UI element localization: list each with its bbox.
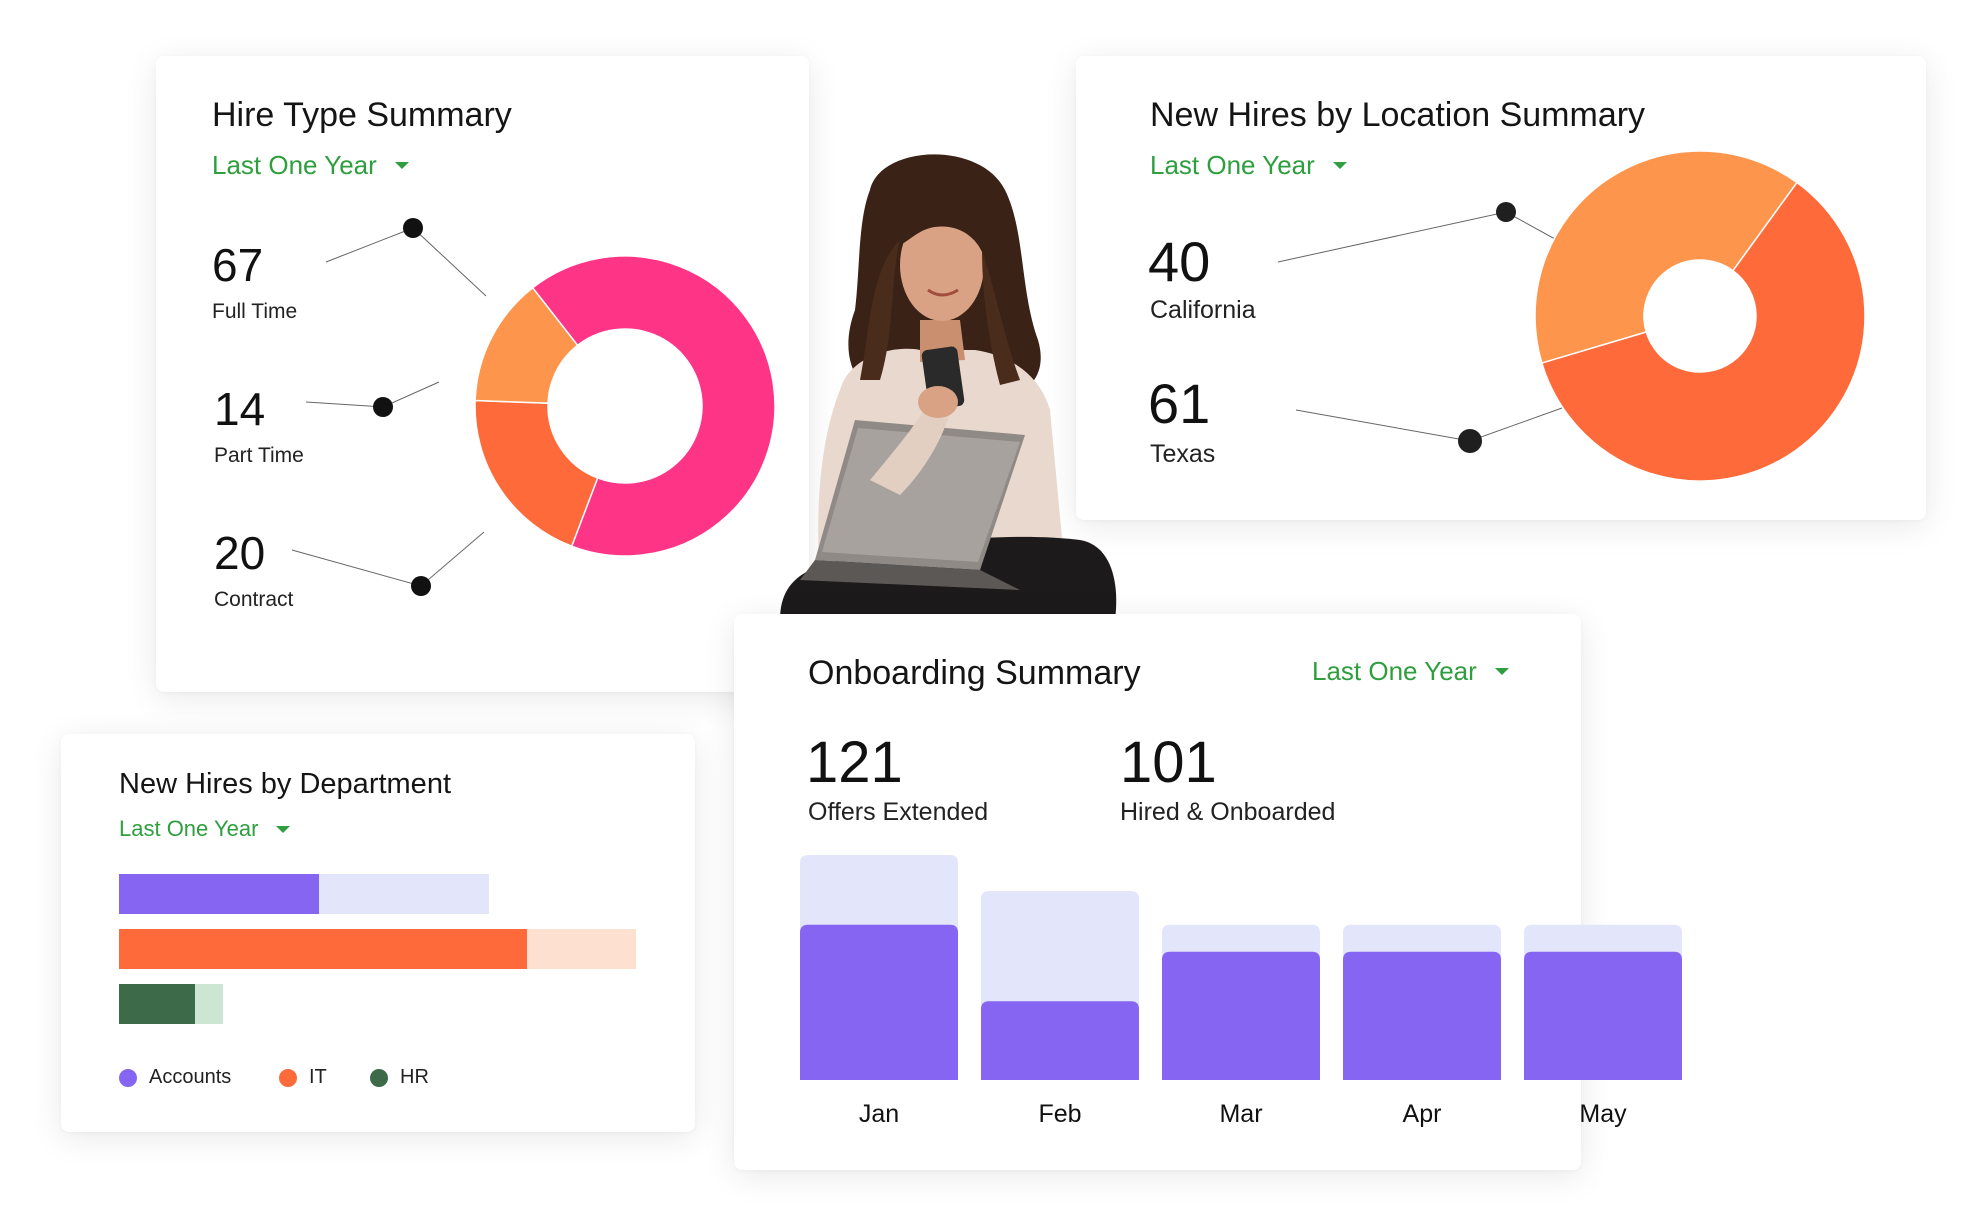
bar-hired-apr: [1343, 951, 1501, 1080]
hire-type-callouts: [291, 218, 487, 596]
texas-value: 61: [1148, 372, 1211, 435]
department-card: New Hires by Department Last One Year Ac…: [61, 734, 695, 1132]
person-with-laptop-image: [780, 154, 1117, 620]
donut-segment-california: [1534, 150, 1799, 365]
location-title: New Hires by Location Summary: [1150, 96, 1646, 134]
donut-segment-texas: [1540, 181, 1866, 482]
chevron-down-icon: [1332, 162, 1347, 169]
hire-type-filter-dropdown[interactable]: Last One Year: [212, 150, 409, 181]
chevron-down-icon: [394, 162, 409, 169]
legend-dot-hr: [370, 1068, 388, 1087]
part-time-label: Part Time: [214, 444, 304, 467]
department-bar-track-it: [119, 929, 636, 969]
bar-hired-may: [1524, 951, 1682, 1080]
hired-onboarded-value: 101: [1120, 730, 1217, 795]
contract-label: Contract: [214, 588, 294, 611]
offers-extended-value: 121: [806, 730, 903, 795]
onboarding-filter-dropdown[interactable]: Last One Year: [1312, 656, 1509, 687]
location-filter-dropdown[interactable]: Last One Year: [1150, 150, 1347, 181]
texas-label: Texas: [1150, 440, 1216, 468]
department-title: New Hires by Department: [119, 768, 451, 800]
x-tick-label-feb: Feb: [1038, 1100, 1081, 1128]
contract-marker: [411, 576, 431, 596]
x-tick-label-apr: Apr: [1403, 1100, 1442, 1128]
onboarding-bar-chart: Jan Feb Mar Apr May: [800, 855, 1682, 1128]
chevron-down-icon: [1494, 668, 1509, 675]
hire-type-filter-label: Last One Year: [212, 150, 377, 180]
department-filter-label: Last One Year: [119, 816, 259, 841]
hire-type-donut-chart: [474, 255, 776, 557]
legend-label-it: IT: [309, 1066, 327, 1088]
part-time-marker: [373, 397, 393, 417]
full-time-label: Full Time: [212, 300, 298, 323]
x-tick-label-jan: Jan: [859, 1100, 899, 1128]
legend-item-hr: HR: [370, 1066, 429, 1089]
donut-segment-full-time: [531, 255, 776, 557]
texas-marker: [1458, 429, 1482, 453]
location-donut-chart: [1277, 202, 1565, 453]
legend-label-accounts: Accounts: [149, 1066, 232, 1088]
location-filter-label: Last One Year: [1150, 150, 1315, 180]
full-time-value: 67: [212, 239, 264, 291]
location-donut: [1534, 150, 1866, 482]
department-bar-accounts: [119, 874, 319, 914]
department-bar-track-hr: [119, 984, 223, 1024]
x-tick-label-may: May: [1579, 1100, 1627, 1128]
full-time-marker: [403, 218, 423, 238]
department-filter-dropdown[interactable]: Last One Year: [119, 816, 291, 842]
bar-hired-mar: [1162, 951, 1320, 1080]
bar-hired-feb: [981, 1001, 1139, 1080]
onboarding-title: Onboarding Summary: [808, 654, 1141, 692]
department-bar-it: [119, 929, 528, 969]
hire-type-title: Hire Type Summary: [212, 96, 512, 134]
offers-extended-label: Offers Extended: [808, 798, 989, 826]
x-tick-label-mar: Mar: [1219, 1100, 1262, 1128]
department-bar-hr: [119, 984, 195, 1024]
legend-dot-it: [279, 1068, 297, 1087]
legend-item-it: IT: [279, 1066, 327, 1089]
bar-hired-jan: [800, 924, 958, 1080]
onboarding-filter-label: Last One Year: [1312, 656, 1477, 686]
legend-dot-accounts: [119, 1068, 137, 1087]
california-value: 40: [1148, 230, 1211, 293]
legend-item-accounts: Accounts: [119, 1066, 231, 1089]
california-marker: [1496, 202, 1516, 222]
contract-value: 20: [214, 527, 266, 579]
legend-label-hr: HR: [400, 1066, 429, 1088]
chevron-down-icon: [276, 825, 291, 833]
hired-onboarded-label: Hired & Onboarded: [1120, 798, 1336, 826]
california-label: California: [1150, 296, 1256, 324]
donut-segment-part-time: [474, 286, 579, 404]
department-bar-track-accounts: [119, 874, 489, 914]
donut-segment-contract: [474, 399, 599, 548]
part-time-value: 14: [214, 383, 266, 435]
